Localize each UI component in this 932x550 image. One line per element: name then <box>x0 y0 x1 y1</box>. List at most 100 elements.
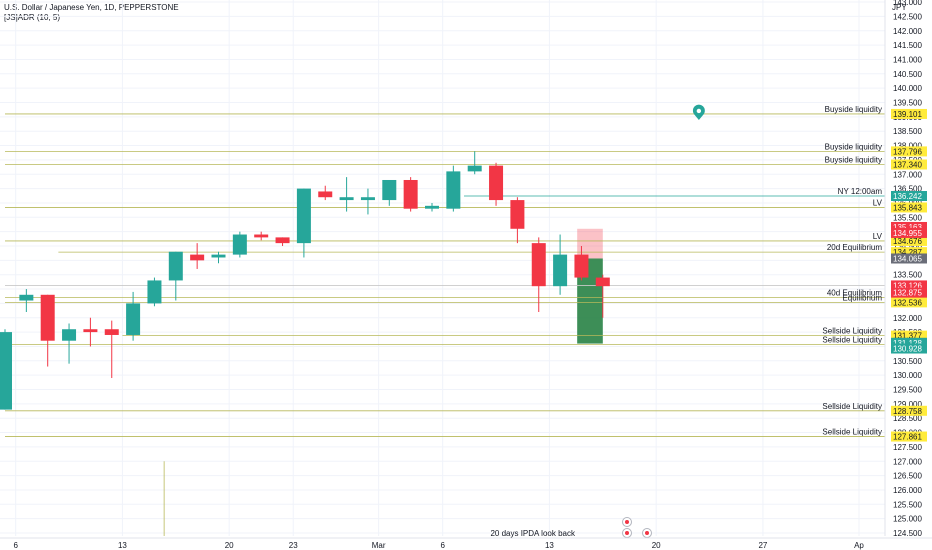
level-value-text: 132.536 <box>893 298 922 307</box>
lookback-annotation: 20 days IPDA look back <box>490 529 575 538</box>
y-tick-label: 140.000 <box>893 84 922 93</box>
level-value-badge <box>891 108 927 119</box>
candle-body <box>190 254 205 261</box>
event-icon-dot <box>645 531 649 535</box>
level-value-text: 139.101 <box>893 110 922 119</box>
level-value-text: 134.676 <box>893 237 922 246</box>
axis-value-text: 131.128 <box>893 339 922 348</box>
candle-body <box>0 332 12 410</box>
level-label: Sellside Liquidity <box>822 327 882 336</box>
level-value-badge <box>891 159 927 170</box>
symbol-title: U.S. Dollar / Japanese Yen, 1D, PEPPERST… <box>4 3 179 12</box>
y-tick-label: 141.000 <box>893 55 922 64</box>
axis-value-badge <box>891 221 927 232</box>
y-tick-label: 136.500 <box>893 185 922 194</box>
y-tick-label: 130.000 <box>893 371 922 380</box>
candle-body <box>275 237 290 244</box>
x-tick-label: 20 <box>652 541 661 550</box>
level-label: LV <box>873 198 883 207</box>
candle-body <box>232 234 247 255</box>
candle-body <box>489 165 504 201</box>
level-label: Equilibrium <box>842 293 882 302</box>
y-tick-label: 130.500 <box>893 357 922 366</box>
candle-body <box>574 254 589 278</box>
level-label: Sellside Liquidity <box>822 402 882 411</box>
level-value-badge <box>891 146 927 157</box>
level-value-badge <box>891 297 927 308</box>
x-tick-label: Ap <box>854 541 864 550</box>
y-tick-label: 127.000 <box>893 457 922 466</box>
y-tick-label: 140.500 <box>893 70 922 79</box>
y-tick-label: 132.000 <box>893 314 922 323</box>
axis-value-badge <box>891 287 927 298</box>
y-tick-label: 126.500 <box>893 472 922 481</box>
candle-body <box>211 254 226 258</box>
level-label: 20d Equilibrium <box>827 243 882 252</box>
axis-value-text: 133.126 <box>893 281 922 290</box>
level-value-badge <box>891 202 927 213</box>
candle-body <box>62 329 77 341</box>
level-value-badge <box>891 235 927 246</box>
candle-body <box>40 294 55 341</box>
x-tick-label: 23 <box>289 541 298 550</box>
level-value-text: 128.758 <box>893 407 922 416</box>
level-value-text: 131.377 <box>893 332 922 341</box>
candle-body <box>19 294 34 301</box>
axis-value-text: 132.875 <box>893 289 922 298</box>
candle-body <box>425 205 439 209</box>
y-tick-label: 133.500 <box>893 271 922 280</box>
x-tick-label: 6 <box>13 541 18 550</box>
level-value-text: 136.242 <box>893 192 922 201</box>
level-value-text: 134.287 <box>893 248 922 257</box>
y-tick-label: 126.000 <box>893 486 922 495</box>
y-tick-label: 138.000 <box>893 142 922 151</box>
axis-value-badge <box>891 337 927 348</box>
level-value-text: 137.340 <box>893 160 922 169</box>
candle-body <box>296 188 311 244</box>
level-label: Buyside liquidity <box>825 142 882 151</box>
axis-value-text: 134.955 <box>893 229 922 238</box>
candle-body <box>254 234 269 238</box>
level-value-text: 137.796 <box>893 147 922 156</box>
x-tick-label: 13 <box>545 541 554 550</box>
y-tick-label: 124.500 <box>893 529 922 538</box>
y-tick-label: 127.500 <box>893 443 922 452</box>
candle-body <box>318 191 333 198</box>
y-tick-label: 134.500 <box>893 242 922 251</box>
indicator-title[interactable]: [JS]ADR (10, 5) <box>4 13 61 22</box>
x-tick-label: 13 <box>118 541 127 550</box>
y-axis-unit: JPY <box>892 3 907 12</box>
y-tick-label: 129.000 <box>893 400 922 409</box>
level-label: 40d Equilibrium <box>827 289 882 298</box>
x-tick-label: 20 <box>225 541 234 550</box>
y-tick-label: 143.000 <box>893 0 922 7</box>
event-icon-dot <box>625 531 629 535</box>
candle-body <box>467 165 482 172</box>
y-tick-label: 142.000 <box>893 27 922 36</box>
candle-body <box>531 243 546 287</box>
level-value-badge <box>891 405 927 416</box>
axis-value-badge <box>891 227 927 238</box>
alert-pin-dot <box>696 108 702 114</box>
candle-body <box>360 197 375 201</box>
axis-value-text: 130.928 <box>893 345 922 354</box>
level-label: LV <box>873 232 883 241</box>
candle-body <box>147 280 162 304</box>
y-tick-label: 137.000 <box>893 170 922 179</box>
candle-body <box>168 251 183 281</box>
candle-body <box>83 329 98 333</box>
level-value-text: 127.861 <box>893 433 922 442</box>
axis-value-badge <box>891 253 927 264</box>
candle-body <box>403 179 418 209</box>
level-value-text: 135.843 <box>893 203 922 212</box>
level-value-badge <box>891 330 927 341</box>
level-label: Buyside liquidity <box>825 105 882 114</box>
level-value-badge <box>891 247 927 258</box>
y-tick-label: 135.500 <box>893 213 922 222</box>
level-label: Sellside Liquidity <box>822 335 882 344</box>
level-value-badge <box>891 191 927 202</box>
level-value-badge <box>891 431 927 442</box>
axis-value-text: 134.065 <box>893 254 922 263</box>
x-tick-label: 27 <box>758 541 767 550</box>
